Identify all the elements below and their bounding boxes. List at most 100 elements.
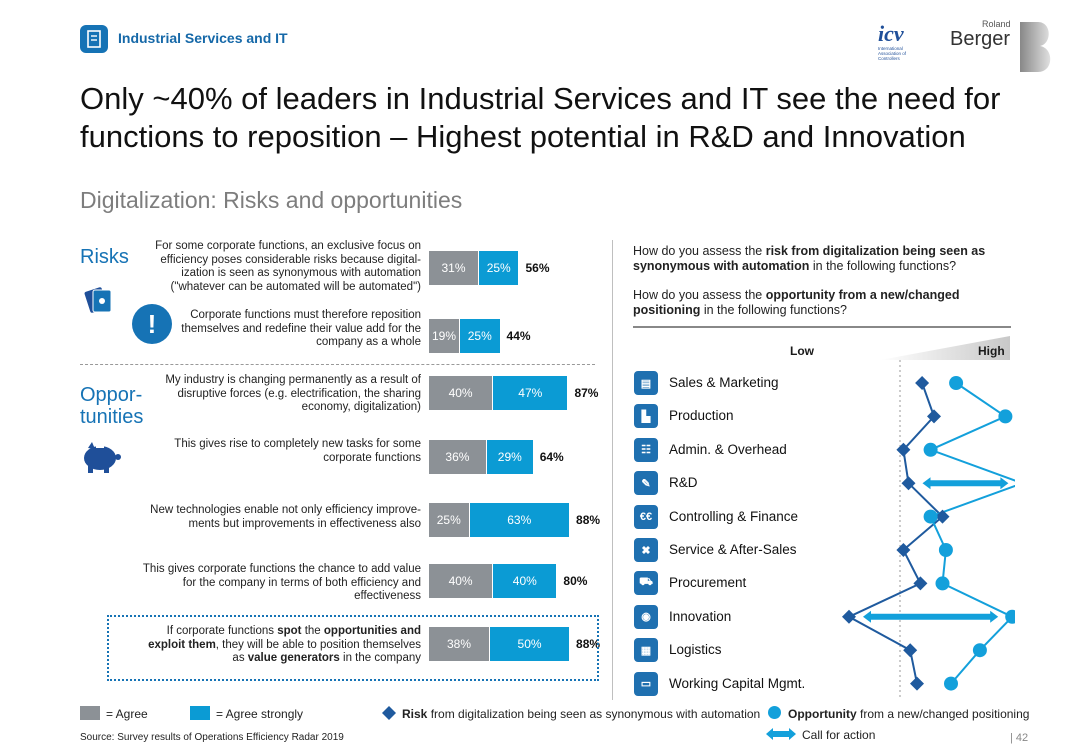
bar-total-label: 80%: [563, 574, 588, 588]
risk-point: [910, 676, 924, 691]
risk-point: [896, 543, 911, 557]
function-label: Procurement: [669, 575, 747, 591]
section-label: Industrial Services and IT: [118, 30, 288, 46]
opportunity-point: [944, 676, 958, 691]
statement-text: This gives rise to completely new tasks …: [174, 438, 421, 464]
vertical-divider: [612, 240, 613, 700]
bar-agree-strongly: 25%: [460, 319, 500, 353]
opportunity-point: [998, 409, 1013, 424]
opportunity-point: [923, 442, 938, 457]
pencil-icon: ✎: [634, 471, 658, 496]
bar-agree-strongly: 29%: [486, 440, 533, 474]
bar-agree: 31%: [429, 251, 478, 285]
legend-strong-label: = Agree strongly: [216, 707, 304, 721]
statement-text: For some corporate functions, an exclusi…: [155, 240, 421, 293]
opportunity-point: [972, 643, 987, 658]
legend-risk-label: Risk from digitalization being seen as s…: [402, 707, 761, 721]
euro-icon: €€: [634, 504, 658, 529]
bar-total-label: 64%: [539, 450, 564, 464]
bar-agree: 36%: [429, 440, 486, 474]
bar-agree-strongly: 25%: [478, 251, 519, 285]
opportunities-heading: Oppor-tunities: [80, 384, 144, 428]
call-for-action-arrow: [863, 610, 999, 623]
risk-point: [915, 376, 930, 390]
risk-opportunity-plot: [842, 360, 1015, 700]
lightbulb-icon: ◉: [634, 604, 658, 629]
legend-agree-label: = Agree: [106, 707, 148, 721]
statement-text: This gives corporate functions the chanc…: [142, 563, 421, 602]
opportunity-point: [938, 543, 953, 557]
money-icon: ▭: [634, 671, 658, 696]
source-note: Source: Survey results of Operations Eff…: [80, 732, 344, 743]
bar-agree-strongly: 50%: [490, 627, 570, 661]
icv-logo: icv International Association of Control…: [878, 21, 907, 62]
risk-point: [901, 476, 916, 491]
logistics-icon: ▦: [634, 638, 658, 663]
function-label: Service & After-Sales: [669, 542, 797, 557]
scale-top-line: [633, 326, 1011, 328]
statement-text: If corporate functions spot the opportun…: [148, 625, 421, 664]
function-label: Working Capital Mgmt.: [669, 675, 806, 691]
risk-line: [846, 382, 944, 684]
scale-high-label: High: [978, 344, 1005, 358]
bar-total-label: 88%: [576, 513, 601, 527]
function-label: Production: [669, 408, 734, 424]
bar-total-label: 87%: [574, 386, 599, 400]
risk-point: [903, 643, 918, 658]
legend-strong-swatch: [190, 706, 210, 720]
opportunity-line: [927, 382, 1015, 685]
bar-agree-strongly: 47%: [493, 376, 568, 410]
bar-agree: 19%: [429, 319, 460, 353]
bar-total-label: 44%: [506, 329, 531, 343]
risks-heading: Risks: [80, 246, 129, 268]
opportunity-point: [935, 576, 950, 591]
tools-icon: ✖: [634, 538, 658, 562]
people-icon: ☷: [634, 437, 658, 462]
highlight-box: [107, 615, 599, 681]
roland-berger-b-logo: [1018, 20, 1056, 74]
factory-icon: ▙: [634, 404, 658, 429]
statement-text: New technologies enable not only efficie…: [150, 504, 421, 530]
function-label: Logistics: [669, 642, 722, 658]
scale-gradient: [880, 336, 1010, 365]
legend-risk-diamond-icon: [382, 706, 396, 725]
legend-call-label: Call for action: [802, 728, 876, 742]
section-divider: [80, 364, 595, 365]
statement-text: Corporate functions must therefore repos…: [181, 309, 421, 348]
section-icon: [80, 25, 108, 53]
opportunity-point: [1005, 609, 1015, 624]
risk-point: [842, 609, 856, 624]
function-label: R&D: [669, 475, 698, 491]
function-label: Sales & Marketing: [669, 375, 779, 390]
roland-berger-logo: Roland Berger: [950, 19, 1011, 50]
bar-agree-strongly: 63%: [469, 503, 570, 537]
bar-agree: 38%: [429, 627, 490, 661]
alert-icon: !: [132, 304, 172, 344]
bar-agree-strongly: 40%: [493, 564, 557, 598]
risk-point: [927, 409, 941, 424]
page-subtitle: Digitalization: Risks and opportunities: [80, 187, 463, 213]
risk-point: [913, 576, 928, 591]
call-for-action-arrow: [922, 477, 1009, 490]
opportunity-point: [923, 509, 938, 524]
page-title: Only ~40% of leaders in Industrial Servi…: [80, 81, 1001, 154]
bar-agree: 40%: [429, 564, 493, 598]
function-label: Innovation: [669, 608, 732, 624]
bar-total-label: 56%: [525, 261, 550, 275]
monitor-icon: ▤: [634, 371, 658, 395]
risk-point: [896, 442, 911, 457]
function-label: Controlling & Finance: [669, 508, 799, 524]
page-number: | 42: [1010, 732, 1029, 744]
statement-text: My industry is changing permanently as a…: [165, 374, 421, 413]
cards-icon: [84, 284, 116, 321]
legend-opportunity-dot-icon: [768, 706, 781, 719]
legend-opportunity-label: Opportunity from a new/changed positioni…: [788, 707, 1030, 721]
function-label: Admin. & Overhead: [669, 441, 787, 457]
question-opportunity: How do you assess the opportunity from a…: [633, 288, 960, 317]
opportunity-point: [949, 376, 964, 390]
bar-agree: 25%: [429, 503, 469, 537]
question-risk: How do you assess the risk from digitali…: [633, 244, 986, 273]
cart-icon: ⛟: [634, 571, 658, 596]
bar-agree: 40%: [429, 376, 493, 410]
legend-agree-swatch: [80, 706, 100, 720]
